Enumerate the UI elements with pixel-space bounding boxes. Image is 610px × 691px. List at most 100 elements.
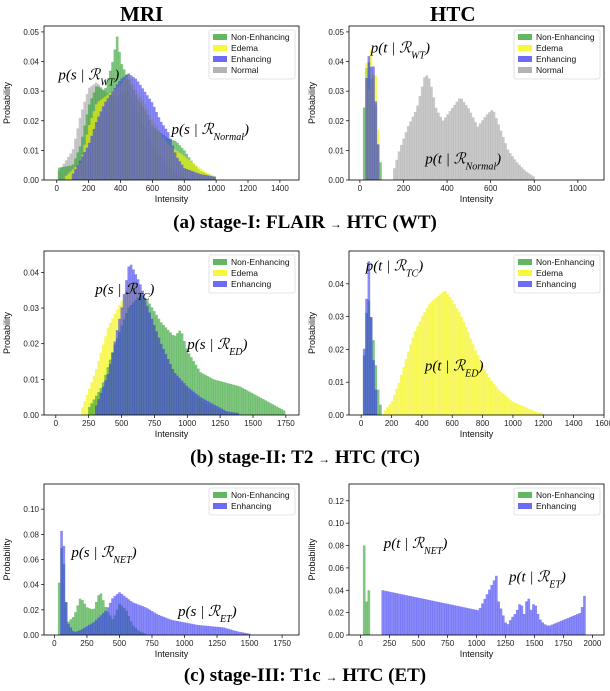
distribution-annotation: p(t | ℛWT)	[370, 41, 430, 62]
x-tick-label: 1250	[497, 639, 515, 648]
histogram-bar	[490, 585, 494, 635]
histogram-bar	[178, 378, 182, 415]
histogram-bar	[362, 545, 366, 635]
histogram-bar	[148, 312, 151, 415]
chart-a-mri: 0 200 400 600 800 1000 1200 1400 0.00 0.01 0.02 0.0…	[2, 25, 300, 204]
x-tick-label: 750	[441, 639, 455, 648]
histogram-bar	[379, 162, 382, 180]
legend-swatch-non-enhancing	[518, 492, 532, 498]
histogram-bar	[499, 391, 503, 415]
histogram-bar	[157, 117, 161, 180]
histogram-bar	[157, 614, 161, 635]
histogram-bar	[539, 619, 542, 635]
histogram-bar	[520, 605, 524, 635]
histogram-bar	[409, 344, 412, 415]
x-tick-label: 0	[358, 184, 363, 193]
histogram-bar	[95, 369, 98, 415]
histogram-bar	[520, 405, 524, 415]
y-tick-label: 0.03	[23, 87, 39, 96]
histogram-bar	[95, 405, 98, 415]
histogram-bar	[511, 156, 514, 180]
histogram-bar	[92, 622, 96, 635]
histogram-bar	[190, 389, 193, 415]
histogram-bar	[444, 291, 447, 415]
histogram-bar	[504, 622, 507, 635]
y-tick-label: 0.00	[23, 411, 39, 420]
histogram-bar	[395, 388, 398, 415]
plot-frame	[348, 25, 605, 181]
histogram-bar	[164, 617, 168, 635]
distribution-annotation: p(s | ℛNET)	[70, 545, 136, 566]
x-tick-label: 0	[54, 419, 59, 428]
histogram-bar	[185, 622, 189, 635]
legend-swatch-enhancing	[518, 56, 532, 62]
y-tick-label: 0.04	[23, 58, 39, 67]
y-tick-label: 0.00	[23, 176, 39, 185]
caption-stage-3-prefix: (c) stage-III: T1c	[183, 665, 321, 686]
histogram-bar	[527, 408, 531, 415]
histogram-bar	[229, 411, 233, 415]
legend-label-edema: Edema	[231, 268, 258, 278]
x-axis-label: Intensity	[460, 649, 494, 659]
y-tick-label: 0.02	[23, 606, 39, 615]
histogram-bar	[166, 132, 170, 180]
histogram-bar	[185, 385, 189, 415]
histogram-bar	[213, 404, 216, 415]
x-axis-label: Intensity	[460, 429, 494, 439]
histogram-bar	[190, 623, 193, 635]
histogram-bar	[508, 153, 512, 180]
histogram-bar	[455, 308, 459, 415]
histogram-bar	[457, 606, 461, 635]
x-tick-label: 1750	[277, 419, 295, 428]
x-axis-label: Intensity	[155, 649, 189, 659]
histogram-bar	[520, 167, 524, 180]
histogram-bar	[122, 595, 126, 635]
histogram-bar	[513, 402, 517, 415]
x-tick-label: 500	[113, 639, 127, 648]
histogram-bar	[499, 608, 503, 635]
histogram-bar	[462, 101, 466, 180]
histogram-bar	[113, 595, 117, 635]
histogram-bar	[275, 406, 279, 415]
histogram-bar	[64, 175, 68, 180]
y-tick-label: 0.06	[23, 556, 39, 565]
histogram-bar	[206, 175, 209, 180]
histogram-bar	[183, 622, 186, 635]
plot-frame	[348, 250, 605, 416]
legend-swatch-non-enhancing	[213, 492, 227, 498]
x-tick-label: 1200	[534, 419, 552, 428]
histogram-bar	[199, 174, 202, 180]
histogram-bar	[513, 614, 517, 635]
histogram-bar	[74, 631, 77, 635]
histogram-bar	[441, 120, 445, 180]
histogram-bar	[69, 627, 73, 635]
histogram-bar	[432, 600, 436, 635]
x-tick-label: 600	[146, 184, 160, 193]
histogram-bar	[92, 399, 96, 415]
histogram-bar	[504, 143, 507, 180]
histogram-bar	[227, 383, 230, 415]
x-tick-label: 1750	[273, 639, 291, 648]
histogram-bar	[397, 593, 401, 635]
legend-label-enhancing: Enhancing	[231, 501, 271, 511]
histogram-bar	[425, 308, 429, 415]
histogram-bar	[197, 173, 200, 180]
histogram-bar	[83, 152, 87, 180]
legend-label-enhancing: Enhancing	[231, 54, 271, 64]
histogram-bar	[171, 369, 175, 415]
histogram-bar	[180, 333, 184, 415]
histogram-bar	[444, 603, 447, 635]
histogram-bar	[243, 632, 246, 635]
histogram-bar	[101, 106, 105, 180]
histogram-bar	[460, 316, 463, 415]
histogram-bar	[92, 128, 96, 180]
histogram-bar	[90, 623, 93, 635]
x-tick-label: 800	[476, 419, 490, 428]
histogram-bar	[411, 596, 415, 635]
caption-stage-2-suffix: HTC (TC)	[334, 447, 420, 468]
histogram-bar	[430, 301, 433, 415]
distribution-annotation: p(s | ℛNormal)	[171, 122, 250, 143]
histogram-bar	[155, 613, 158, 635]
histogram-bar	[203, 374, 207, 415]
histogram-bar	[420, 316, 424, 415]
